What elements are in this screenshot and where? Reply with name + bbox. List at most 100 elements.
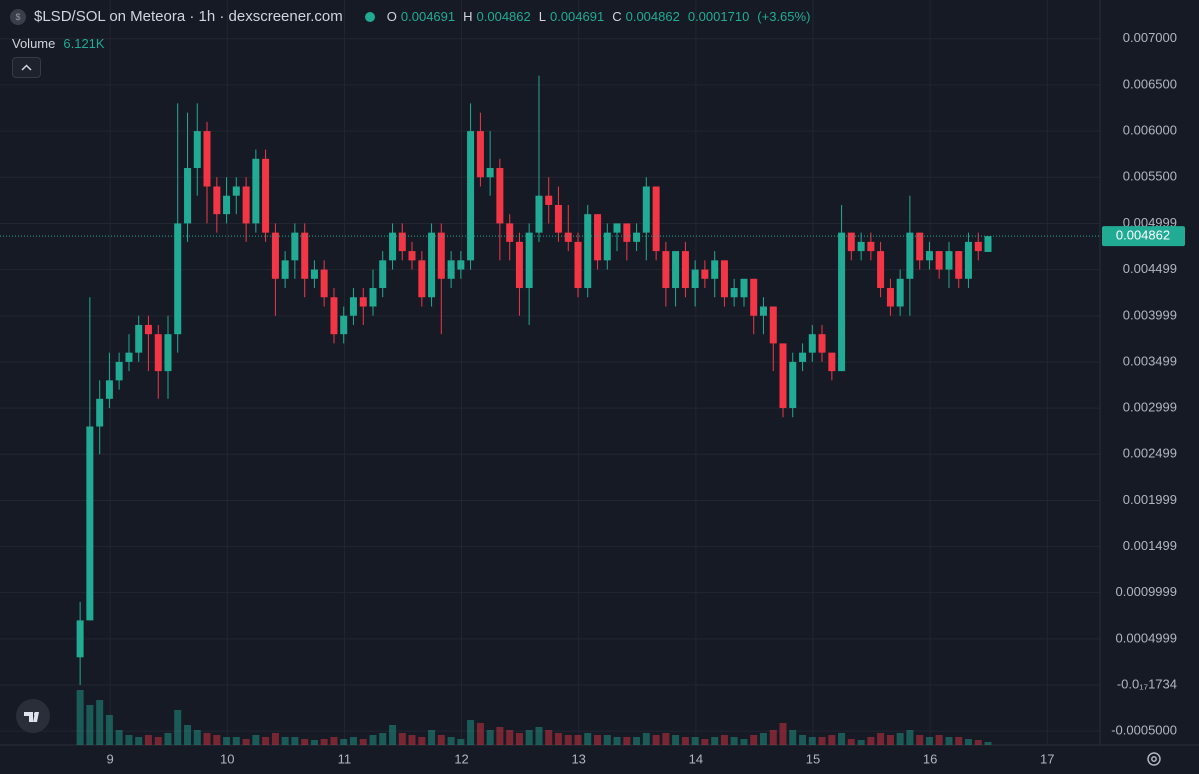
volume-bar: [398, 733, 406, 745]
volume-bar: [535, 727, 543, 745]
volume-bar: [349, 737, 357, 745]
candle-body: [554, 204, 562, 233]
volume-value: 6.121K: [63, 36, 105, 51]
candle-body: [379, 260, 387, 289]
y-tick-label: 0.002999: [1123, 400, 1177, 415]
y-tick-label: 0.006000: [1123, 123, 1177, 138]
candle-body: [896, 278, 904, 307]
y-tick-label: 0.001999: [1123, 492, 1177, 507]
volume-bar: [213, 735, 221, 745]
candle-body: [906, 232, 914, 279]
candle-body: [818, 334, 826, 353]
volume-bar: [486, 730, 494, 745]
candle-body: [457, 260, 465, 270]
candle-body: [886, 288, 894, 307]
volume-bar: [691, 737, 699, 745]
volume-bar: [418, 737, 426, 745]
volume-bar: [242, 739, 250, 745]
candle-body: [467, 131, 475, 261]
volume-bar: [984, 741, 992, 745]
candle-body: [584, 214, 592, 289]
change-percent: (+3.65%): [757, 9, 811, 24]
volume-bar: [896, 733, 904, 745]
candle-body: [203, 131, 211, 187]
candle-body: [193, 131, 201, 169]
candle-body: [476, 131, 484, 178]
volume-bar: [584, 733, 592, 745]
candle-body: [535, 195, 543, 233]
y-tick-label: 0.002499: [1123, 446, 1177, 461]
volume-bar: [594, 735, 602, 745]
low-label: L: [538, 9, 546, 24]
y-tick-label: 0.001499: [1123, 538, 1177, 553]
candle-body: [964, 241, 972, 279]
volume-bar: [720, 735, 728, 745]
volume-bar: [701, 739, 709, 745]
volume-bar: [603, 735, 611, 745]
candle-body: [769, 306, 777, 344]
candle-body: [574, 241, 582, 289]
volume-bar: [799, 735, 807, 745]
volume-bar: [808, 737, 816, 745]
candle-body: [672, 251, 680, 289]
candle-body: [603, 232, 611, 261]
volume-bar: [769, 730, 777, 745]
candle-body: [164, 334, 172, 372]
candle-body: [799, 352, 807, 362]
volume-bar: [906, 730, 914, 745]
status-dot: [364, 11, 375, 22]
candle-body: [330, 297, 338, 335]
candle-body: [359, 297, 367, 307]
candle-body: [974, 241, 982, 252]
volume-bar: [193, 730, 201, 745]
volume-bar: [779, 723, 787, 745]
collapse-button[interactable]: [12, 57, 41, 78]
legend: $ $LSD/SOL on Meteora · 1h · dexscreener…: [10, 8, 814, 25]
candle-body: [877, 251, 885, 289]
volume-bar: [135, 737, 143, 745]
volume-bar: [115, 730, 123, 745]
volume-bar: [633, 737, 641, 745]
candle-body: [281, 260, 289, 279]
logo-icon: [24, 712, 39, 722]
candle-body: [184, 168, 192, 224]
high-value: 0.004862: [476, 9, 531, 24]
x-tick-label: 12: [454, 751, 468, 766]
volume-bar: [76, 690, 84, 745]
candle-body: [691, 269, 699, 289]
candle-body: [945, 251, 953, 270]
candle-body: [418, 260, 426, 298]
x-tick-label: 13: [571, 751, 585, 766]
candle-body: [750, 278, 758, 316]
candle-body: [301, 232, 309, 279]
candle-body: [154, 334, 162, 372]
candle-body: [496, 168, 504, 224]
candle-body: [398, 232, 406, 252]
volume-bar: [828, 735, 836, 745]
candle-body: [506, 223, 514, 242]
volume-bar: [164, 733, 172, 745]
candle-body: [310, 269, 318, 279]
candle-body: [349, 297, 357, 316]
candle-body: [916, 232, 924, 261]
candle-body: [730, 288, 738, 298]
tradingview-logo[interactable]: [16, 699, 50, 733]
candle-body: [867, 241, 875, 252]
volume-bar: [184, 725, 192, 745]
candle-body: [701, 269, 709, 279]
volume-bar: [681, 737, 689, 745]
candle-body: [935, 251, 943, 270]
candle-body: [76, 620, 84, 658]
candle-body: [369, 288, 377, 307]
volume-bar: [467, 720, 475, 745]
candle-body: [515, 241, 523, 289]
settings-icon[interactable]: [1146, 751, 1162, 767]
volume-bar: [838, 733, 846, 745]
volume-bar: [867, 737, 875, 745]
volume-bar: [408, 735, 416, 745]
candle-body: [594, 214, 602, 261]
volume-bar: [564, 735, 572, 745]
volume-bar: [389, 725, 397, 745]
